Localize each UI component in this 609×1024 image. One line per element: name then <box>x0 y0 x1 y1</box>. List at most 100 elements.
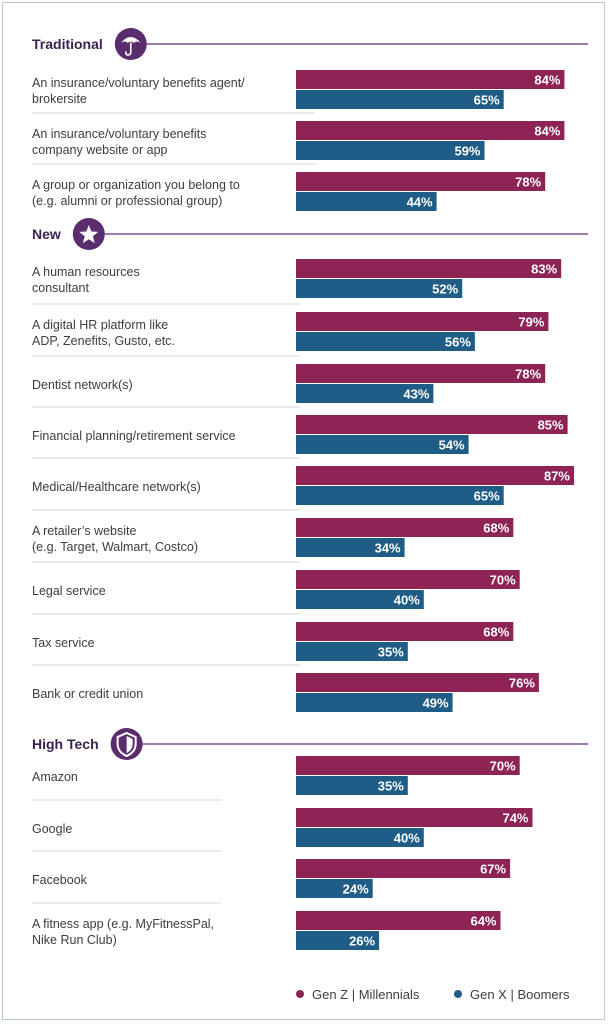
bar-genx-boomers <box>296 192 437 211</box>
bar-value-label: 67% <box>480 862 506 877</box>
bar-genz-millennials <box>296 466 574 485</box>
bar-value-label: 40% <box>394 831 420 846</box>
bar-genx-boomers <box>296 828 424 847</box>
chart-row: A group or organization you belong to (e.… <box>32 172 546 211</box>
row-label: company website or app <box>32 143 168 157</box>
legend-label-genz: Gen Z | Millennials <box>312 987 420 1002</box>
bar-genz-millennials <box>296 364 546 383</box>
row-label: ADP, Zenefits, Gusto, etc. <box>32 334 175 348</box>
bar-genz-millennials <box>296 859 511 878</box>
chart-row: An insurance/voluntary benefits company w… <box>32 121 565 165</box>
row-label: Nike Run Club) <box>32 933 117 947</box>
bar-value-label: 40% <box>394 593 420 608</box>
chart-row: A human resources consultant 83% 52% <box>32 259 562 305</box>
bar-value-label: 68% <box>483 521 509 536</box>
bar-value-label: 78% <box>515 175 541 190</box>
bar-value-label: 35% <box>378 779 404 794</box>
row-label: Financial planning/retirement service <box>32 429 236 443</box>
bar-genz-millennials <box>296 415 568 434</box>
bar-genz-millennials <box>296 808 533 827</box>
section-title: New <box>32 226 61 242</box>
bar-value-label: 83% <box>531 262 557 277</box>
row-label: Tax service <box>32 636 95 650</box>
bar-genz-millennials <box>296 673 539 692</box>
bar-genz-millennials <box>296 70 565 89</box>
bar-genx-boomers <box>296 693 453 712</box>
row-label: A group or organization you belong to <box>32 178 240 192</box>
chart-row: Medical/Healthcare network(s) 87% 65% <box>32 466 574 511</box>
bar-genx-boomers <box>296 776 408 795</box>
bar-genx-boomers <box>296 90 504 109</box>
row-label: An insurance/voluntary benefits agent/ <box>32 76 245 90</box>
bar-value-label: 56% <box>445 335 471 350</box>
chart-row: Amazon 70% 35% <box>32 756 520 801</box>
row-label: (e.g. alumni or professional group) <box>32 194 222 208</box>
bar-value-label: 84% <box>534 73 560 88</box>
bar-value-label: 64% <box>470 914 496 929</box>
bar-value-label: 85% <box>538 418 564 433</box>
chart-row: Financial planning/retirement service 85%… <box>32 415 568 459</box>
bar-value-label: 34% <box>375 541 401 556</box>
bar-value-label: 43% <box>403 387 429 402</box>
bar-genx-boomers <box>296 538 405 557</box>
bar-genx-boomers <box>296 642 408 661</box>
row-label: A digital HR platform like <box>32 318 168 332</box>
row-label: A fitness app (e.g. MyFitnessPal, <box>32 917 214 931</box>
legend-label-genx: Gen X | Boomers <box>470 987 570 1002</box>
section-new: New A human resources consultant 83% 52% A di… <box>32 218 588 712</box>
row-label: Facebook <box>32 873 88 887</box>
bar-value-label: 68% <box>483 625 509 640</box>
bar-genz-millennials <box>296 518 514 537</box>
bar-genz-millennials <box>296 622 514 641</box>
bar-genx-boomers <box>296 486 504 505</box>
section-high-tech: High Tech Amazon 70% 35% Google 74% 40% Faceboo… <box>32 728 588 950</box>
bar-value-label: 78% <box>515 367 541 382</box>
row-label: A human resources <box>32 265 140 279</box>
bar-value-label: 49% <box>423 696 449 711</box>
umbrella-icon <box>114 28 147 60</box>
chart-row: A fitness app (e.g. MyFitnessPal, Nike Ru… <box>32 911 501 950</box>
chart-row: Google 74% 40% <box>32 808 533 852</box>
row-label: Dentist network(s) <box>32 378 133 392</box>
bar-value-label: 59% <box>454 144 480 159</box>
bar-value-label: 54% <box>439 438 465 453</box>
chart-row: Legal service 70% 40% <box>32 570 520 615</box>
bar-genx-boomers <box>296 141 485 160</box>
row-label: (e.g. Target, Walmart, Costco) <box>32 540 198 554</box>
bar-genz-millennials <box>296 172 546 191</box>
bar-genz-millennials <box>296 259 562 278</box>
bar-value-label: 35% <box>378 645 404 660</box>
bar-genz-millennials <box>296 570 520 589</box>
row-label: An insurance/voluntary benefits <box>32 127 206 141</box>
bar-genz-millennials <box>296 911 501 930</box>
bar-genx-boomers <box>296 384 434 403</box>
section-traditional: Traditional An insurance/voluntary benefi… <box>32 28 588 211</box>
chart-row: Tax service 68% 35% <box>32 622 514 666</box>
shield-icon <box>110 728 143 760</box>
bar-value-label: 84% <box>534 124 560 139</box>
bar-value-label: 79% <box>518 315 544 330</box>
star-icon <box>72 218 105 250</box>
legend-swatch-genx <box>454 990 462 998</box>
bar-genx-boomers <box>296 332 475 351</box>
row-label: Google <box>32 822 72 836</box>
bar-genx-boomers <box>296 931 380 950</box>
bar-genx-boomers <box>296 879 373 898</box>
bar-genz-millennials <box>296 121 565 140</box>
legend: Gen Z | Millennials Gen X | Boomers <box>296 987 570 1002</box>
bar-value-label: 65% <box>474 93 500 108</box>
chart-row: Bank or credit union 76% 49% <box>32 673 539 712</box>
bar-value-label: 26% <box>349 934 375 949</box>
row-label: consultant <box>32 281 90 295</box>
bar-genz-millennials <box>296 756 520 775</box>
row-label: Amazon <box>32 770 78 784</box>
chart-row: A retailer’s website (e.g. Target, Walmar… <box>32 518 514 563</box>
bar-genx-boomers <box>296 279 463 298</box>
row-label: Legal service <box>32 584 106 598</box>
bar-value-label: 74% <box>502 811 528 826</box>
row-label: Bank or credit union <box>32 687 143 701</box>
bar-value-label: 65% <box>474 489 500 504</box>
bar-genx-boomers <box>296 435 469 454</box>
chart-row: Dentist network(s) 78% 43% <box>32 364 546 408</box>
